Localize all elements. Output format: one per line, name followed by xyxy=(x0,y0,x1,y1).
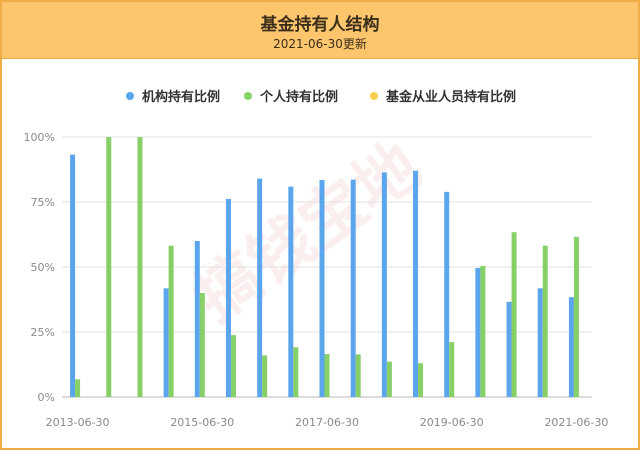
bar xyxy=(225,198,231,397)
bar xyxy=(449,342,455,397)
bar xyxy=(537,288,543,397)
legend-marker xyxy=(370,92,378,100)
bar xyxy=(480,265,486,397)
bar xyxy=(350,179,356,397)
bar xyxy=(257,178,263,397)
bar xyxy=(386,361,392,397)
bar xyxy=(168,245,174,397)
bar xyxy=(475,268,481,397)
y-tick-label: 0% xyxy=(38,391,55,404)
y-tick-label: 100% xyxy=(24,131,55,144)
bar xyxy=(381,172,387,397)
bar xyxy=(194,241,200,397)
bar xyxy=(355,354,361,397)
x-tick-label: 2013-06-30 xyxy=(46,416,110,429)
bar xyxy=(511,232,517,397)
chart-title: 基金持有人结构 xyxy=(260,15,380,35)
legend-marker xyxy=(126,92,134,100)
watermark: 搞钱宝地 xyxy=(182,129,434,336)
legend-label: 个人持有比例 xyxy=(259,89,338,105)
chart-subtitle: 2021-06-30更新 xyxy=(273,37,367,51)
y-tick-label: 50% xyxy=(31,261,55,274)
bar xyxy=(288,186,294,397)
bar xyxy=(106,137,112,397)
x-tick-label: 2019-06-30 xyxy=(420,416,484,429)
bar xyxy=(230,335,236,397)
bar xyxy=(418,363,424,397)
bar xyxy=(568,297,574,397)
chart-header: 基金持有人结构 2021-06-30更新 xyxy=(2,2,638,59)
bar xyxy=(319,179,325,397)
legend-label: 机构持有比例 xyxy=(142,89,220,105)
bar xyxy=(199,293,205,397)
x-tick-label: 2015-06-30 xyxy=(170,416,234,429)
bar xyxy=(413,170,419,397)
bar xyxy=(542,245,548,397)
y-tick-label: 25% xyxy=(31,326,55,339)
bar xyxy=(573,236,579,397)
bar xyxy=(70,154,76,397)
x-tick-label: 2017-06-30 xyxy=(295,416,359,429)
legend-marker xyxy=(244,92,252,100)
bar xyxy=(506,301,512,397)
bar xyxy=(324,354,330,397)
bar xyxy=(444,191,450,397)
x-tick-label: 2021-06-30 xyxy=(544,416,608,429)
bar xyxy=(163,288,169,397)
bar xyxy=(75,379,81,397)
bar xyxy=(137,137,143,397)
bar xyxy=(262,355,268,397)
y-tick-label: 75% xyxy=(31,196,55,209)
bar xyxy=(293,347,299,397)
legend-label: 基金从业人员持有比例 xyxy=(385,89,516,105)
